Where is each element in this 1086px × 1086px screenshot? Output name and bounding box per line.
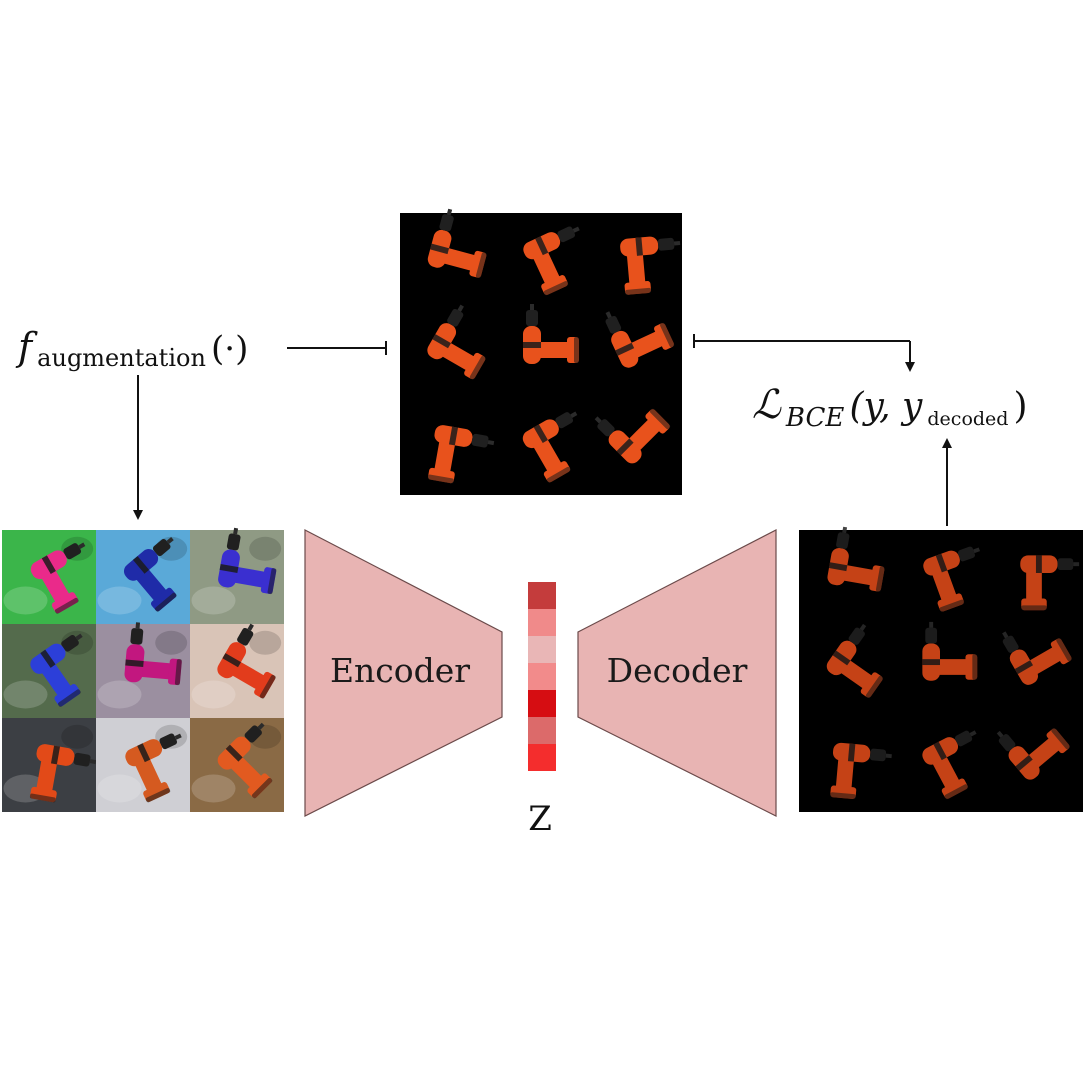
augmented-tile	[2, 718, 97, 812]
target-drill	[594, 408, 671, 464]
decoded-drill	[922, 621, 978, 681]
decoded-drill	[827, 526, 885, 592]
augmented-tile	[190, 623, 284, 718]
target-image-grid	[400, 208, 682, 495]
augmented-image-grid	[2, 527, 284, 812]
augmented-tile	[2, 624, 96, 718]
latent-cell	[528, 744, 556, 771]
loss-label: ℒ BCE (y, y decoded )	[752, 382, 1028, 433]
loss-args-subscript: decoded	[927, 408, 1008, 430]
maps-to-arrow-right	[693, 334, 915, 372]
augmented-tile	[96, 530, 190, 624]
decoded-drill	[1020, 555, 1080, 611]
loss-subscript: BCE	[785, 403, 844, 433]
encoder-label: Encoder	[330, 651, 470, 690]
encoder-block: Encoder	[304, 529, 503, 817]
decoded-drill	[826, 623, 884, 699]
target-drill	[427, 304, 486, 380]
target-drill	[427, 208, 487, 278]
augmented-tile	[96, 718, 190, 812]
latent-cell	[528, 717, 556, 744]
decoder-block: Decoder	[577, 529, 777, 817]
augmented-drill	[218, 527, 277, 595]
latent-cell	[528, 663, 556, 690]
loss-symbol: ℒ	[752, 382, 782, 428]
loss-args-open: (y, y	[849, 386, 922, 427]
augmented-drill	[29, 744, 97, 803]
decoded-drill	[923, 546, 981, 612]
decoded-drill	[922, 730, 977, 800]
augmented-tile	[190, 527, 284, 624]
target-drills	[427, 208, 681, 484]
augmented-drill	[30, 542, 86, 614]
latent-label: Z	[528, 799, 552, 839]
latent-cell	[528, 690, 556, 717]
augmented-tile	[96, 622, 190, 718]
latent-cell	[528, 582, 556, 609]
latent-cell	[528, 609, 556, 636]
loss-args-close: )	[1014, 386, 1028, 427]
augmentation-subscript: augmentation	[37, 344, 206, 372]
augmented-drill	[30, 633, 83, 707]
augmented-drill	[217, 722, 273, 799]
target-drill	[620, 236, 681, 295]
decoder-shape	[577, 529, 777, 817]
target-drill	[605, 311, 675, 368]
decoded-image-grid	[799, 526, 1083, 812]
latent-cell	[528, 636, 556, 663]
decoded-drill	[996, 728, 1070, 780]
augmentation-symbol: f	[15, 325, 38, 369]
latent-vector: Z	[528, 582, 556, 839]
augmented-tile	[2, 530, 96, 624]
augmentation-label: f augmentation (·)	[15, 325, 248, 372]
target-drill	[427, 425, 495, 484]
decoded-drill	[1002, 631, 1072, 685]
augmented-tile	[190, 718, 284, 812]
maps-to-arrow-left	[287, 341, 387, 355]
augmented-drill	[217, 623, 276, 699]
decoded-drills	[826, 526, 1080, 800]
target-drill	[523, 226, 580, 296]
decoded-drill	[830, 742, 892, 800]
encoder-shape	[304, 529, 503, 817]
augmented-drill	[123, 537, 177, 612]
decoder-label: Decoder	[607, 651, 748, 690]
target-drill	[522, 411, 578, 483]
augmented-drill	[125, 733, 182, 803]
target-drill	[523, 304, 579, 364]
augmentation-argument: (·)	[211, 329, 248, 369]
augmented-drill	[124, 622, 182, 686]
